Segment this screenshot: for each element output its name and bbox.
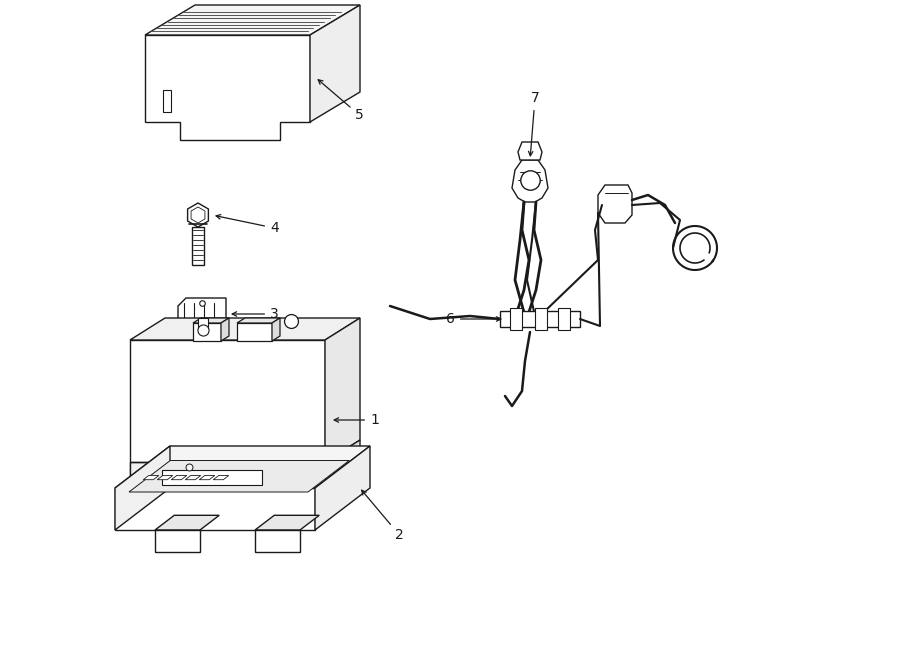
Polygon shape [315, 446, 370, 530]
Polygon shape [558, 308, 570, 330]
Polygon shape [143, 475, 158, 480]
Polygon shape [310, 5, 360, 122]
Polygon shape [158, 475, 173, 480]
Polygon shape [598, 185, 632, 223]
Polygon shape [161, 471, 262, 485]
Polygon shape [193, 318, 229, 323]
Polygon shape [198, 318, 208, 330]
Polygon shape [255, 516, 320, 530]
Polygon shape [512, 160, 548, 202]
Polygon shape [193, 323, 221, 341]
Polygon shape [255, 530, 300, 552]
Polygon shape [130, 462, 325, 480]
Polygon shape [192, 227, 204, 265]
Polygon shape [115, 446, 170, 530]
Polygon shape [272, 318, 280, 341]
Polygon shape [500, 311, 580, 327]
Polygon shape [145, 35, 310, 140]
Text: 1: 1 [334, 413, 379, 427]
Text: 5: 5 [319, 80, 364, 122]
Polygon shape [155, 530, 200, 552]
Polygon shape [163, 90, 171, 112]
Text: 2: 2 [362, 490, 404, 542]
Text: 4: 4 [216, 215, 279, 235]
Polygon shape [130, 340, 325, 480]
Polygon shape [130, 318, 360, 340]
Polygon shape [115, 488, 315, 530]
Polygon shape [145, 5, 360, 35]
Polygon shape [237, 318, 280, 323]
Polygon shape [221, 318, 229, 341]
Polygon shape [185, 475, 201, 480]
Polygon shape [213, 475, 229, 480]
Polygon shape [325, 318, 360, 462]
Polygon shape [325, 440, 360, 480]
Polygon shape [518, 142, 542, 160]
Polygon shape [155, 516, 220, 530]
Polygon shape [178, 298, 226, 330]
Polygon shape [187, 203, 209, 227]
Polygon shape [171, 475, 187, 480]
Polygon shape [237, 323, 272, 341]
Polygon shape [199, 475, 215, 480]
Text: 6: 6 [446, 312, 500, 326]
Polygon shape [115, 446, 370, 488]
Text: 7: 7 [528, 91, 539, 156]
Text: 3: 3 [232, 307, 279, 321]
Polygon shape [535, 308, 547, 330]
Polygon shape [191, 207, 205, 223]
Polygon shape [129, 461, 349, 492]
Polygon shape [510, 308, 522, 330]
